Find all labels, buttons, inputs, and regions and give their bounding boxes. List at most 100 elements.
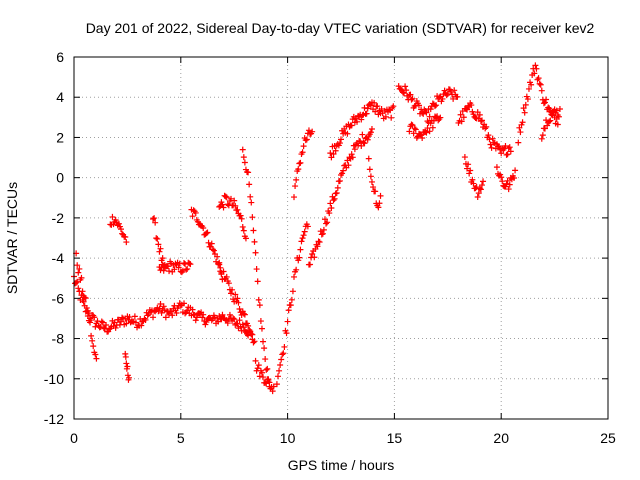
data-point	[535, 75, 542, 82]
data-point	[248, 199, 255, 206]
data-point	[507, 148, 514, 155]
data-point	[194, 218, 201, 225]
data-point	[74, 278, 81, 285]
data-point	[112, 324, 119, 331]
data-point	[178, 269, 185, 276]
data-point	[555, 113, 562, 120]
data-point	[295, 257, 302, 264]
data-point	[478, 182, 485, 189]
data-point	[368, 178, 375, 185]
data-point	[403, 87, 410, 94]
data-point	[351, 146, 358, 153]
data-point	[263, 366, 270, 373]
y-tick-label: 6	[56, 49, 64, 65]
data-point	[91, 314, 98, 321]
data-point	[238, 215, 245, 222]
data-point	[439, 95, 446, 102]
data-point	[468, 102, 475, 109]
data-point	[171, 266, 178, 273]
data-point	[410, 130, 417, 137]
data-point	[345, 162, 352, 169]
data-point	[401, 90, 408, 97]
data-point	[522, 101, 529, 108]
data-point	[418, 132, 425, 139]
data-point	[457, 111, 464, 118]
data-point	[175, 264, 182, 271]
data-point	[90, 343, 97, 350]
data-point	[239, 223, 246, 230]
data-point	[260, 338, 267, 345]
data-point	[411, 125, 418, 132]
data-point	[257, 318, 264, 325]
data-point	[375, 204, 382, 211]
chart-title: Day 201 of 2022, Sidereal Day-to-day VTE…	[86, 20, 595, 36]
data-point	[305, 127, 312, 134]
data-point	[119, 230, 126, 237]
x-tick-label: 5	[177, 430, 185, 446]
data-point	[549, 112, 556, 119]
y-tick-label: -4	[52, 250, 65, 266]
data-point	[204, 229, 211, 236]
y-axis-label: SDTVAR / TECUs	[4, 182, 20, 294]
data-point	[483, 123, 490, 130]
x-tick-label: 20	[493, 430, 509, 446]
data-point	[532, 62, 539, 69]
data-point	[203, 230, 210, 237]
data-point	[82, 295, 89, 302]
data-point	[336, 177, 343, 184]
data-point	[117, 226, 124, 233]
data-point	[88, 332, 95, 339]
data-point	[254, 365, 261, 372]
data-point	[539, 132, 546, 139]
data-point	[359, 131, 366, 138]
data-point	[158, 264, 165, 271]
data-point	[245, 169, 252, 176]
y-tick-label: -8	[52, 331, 65, 347]
data-point	[251, 238, 258, 245]
data-point	[234, 206, 241, 213]
data-point	[229, 286, 236, 293]
data-point	[232, 202, 239, 209]
data-point	[467, 167, 474, 174]
data-point	[348, 122, 355, 129]
data-point	[269, 388, 276, 395]
data-point	[376, 200, 383, 207]
data-point	[126, 314, 133, 321]
data-point	[240, 227, 247, 234]
data-point	[277, 361, 284, 368]
data-point	[181, 300, 188, 307]
data-point	[179, 267, 186, 274]
data-point	[152, 219, 159, 226]
data-point	[292, 183, 299, 190]
data-point	[123, 360, 130, 367]
data-point	[333, 189, 340, 196]
data-point	[226, 311, 233, 318]
data-point	[155, 241, 162, 248]
data-point	[331, 195, 338, 202]
data-point	[177, 302, 184, 309]
data-point	[406, 128, 413, 135]
data-point	[164, 263, 171, 270]
data-point	[249, 214, 256, 221]
data-point	[302, 137, 309, 144]
data-point	[109, 213, 116, 220]
data-point	[242, 235, 249, 242]
data-point	[437, 114, 444, 121]
data-point	[494, 143, 501, 150]
data-point	[74, 262, 81, 269]
data-point	[358, 142, 365, 149]
data-point	[427, 106, 434, 113]
data-point	[215, 318, 222, 325]
data-point	[318, 231, 325, 238]
data-point	[469, 176, 476, 183]
data-point	[300, 143, 307, 150]
data-point	[150, 314, 157, 321]
data-point	[169, 312, 176, 319]
data-point	[461, 154, 468, 161]
data-point	[319, 230, 326, 237]
data-point	[89, 337, 96, 344]
data-point	[480, 178, 487, 185]
data-point	[186, 260, 193, 267]
data-point	[214, 253, 221, 260]
data-point	[489, 135, 496, 142]
